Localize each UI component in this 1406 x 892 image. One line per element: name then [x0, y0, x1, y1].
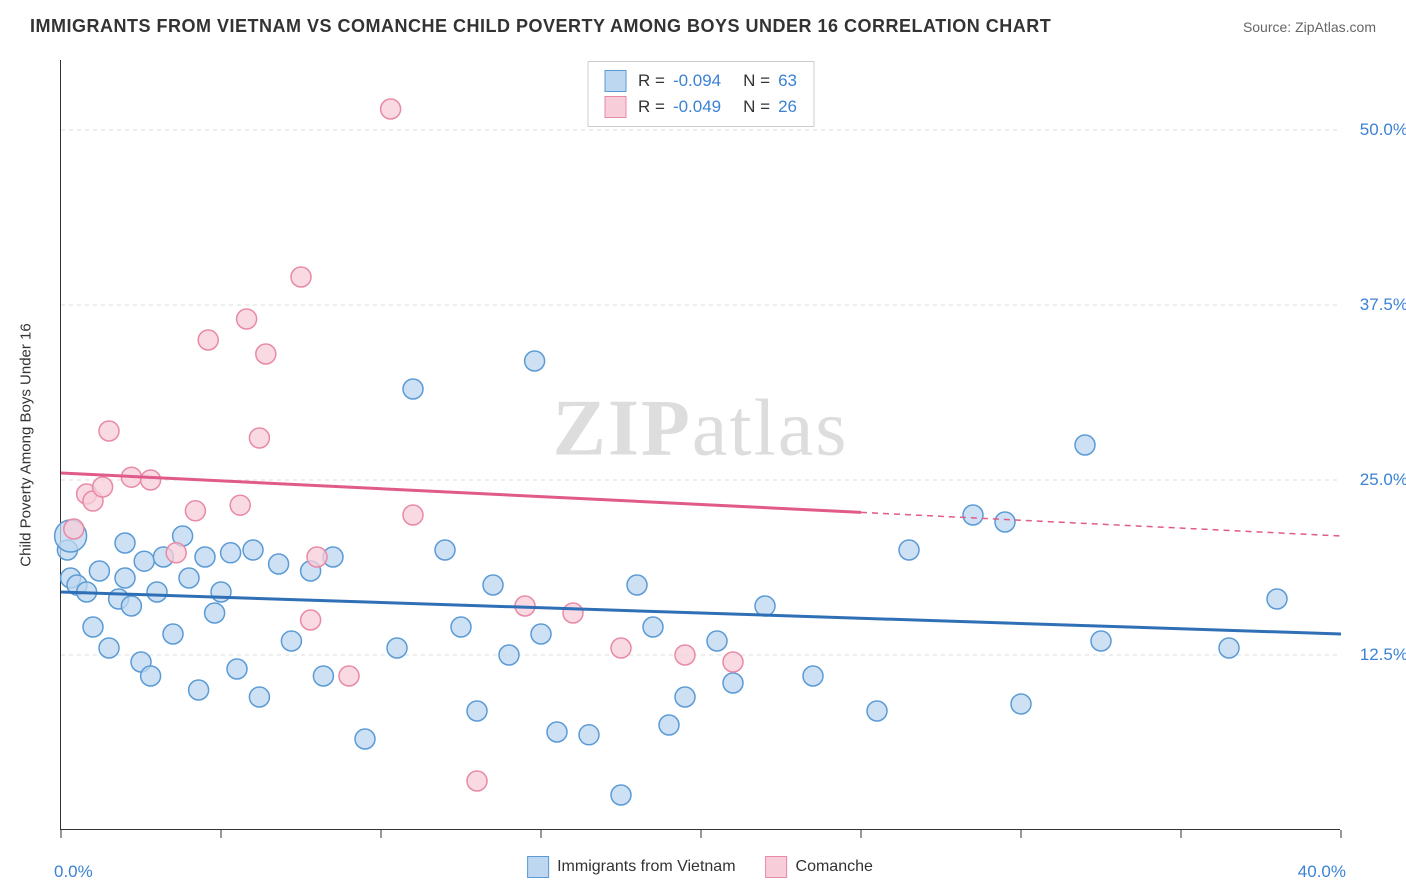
bottom-legend: Immigrants from Vietnam Comanche	[527, 856, 873, 878]
stats-row-series-1: R = -0.049 N = 26	[604, 94, 797, 120]
y-axis-label: Child Poverty Among Boys Under 16	[18, 323, 35, 566]
n-label-1: N =	[743, 97, 770, 117]
stats-row-series-0: R = -0.094 N = 63	[604, 68, 797, 94]
chart-title: IMMIGRANTS FROM VIETNAM VS COMANCHE CHIL…	[30, 16, 1051, 37]
swatch-series-0	[604, 70, 626, 92]
chart-svg	[61, 60, 1341, 830]
legend-item-1: Comanche	[766, 856, 873, 878]
n-label-0: N =	[743, 71, 770, 91]
r-label-0: R =	[638, 71, 665, 91]
legend-swatch-1	[766, 856, 788, 878]
legend-item-0: Immigrants from Vietnam	[527, 856, 735, 878]
r-label-1: R =	[638, 97, 665, 117]
y-tick-label: 12.5%	[1360, 645, 1406, 665]
n-value-0: 63	[778, 71, 797, 91]
x-axis-min-label: 0.0%	[54, 862, 93, 882]
r-value-0: -0.094	[673, 71, 721, 91]
stats-legend: R = -0.094 N = 63 R = -0.049 N = 26	[587, 61, 814, 127]
legend-label-0: Immigrants from Vietnam	[557, 858, 735, 876]
legend-label-1: Comanche	[796, 858, 873, 876]
y-tick-label: 50.0%	[1360, 120, 1406, 140]
plot-area: ZIPatlas R = -0.094 N = 63 R = -0.049 N …	[60, 60, 1340, 830]
y-tick-label: 37.5%	[1360, 295, 1406, 315]
r-value-1: -0.049	[673, 97, 721, 117]
x-axis-max-label: 40.0%	[1298, 862, 1346, 882]
chart-container: Child Poverty Among Boys Under 16 ZIPatl…	[60, 60, 1340, 830]
legend-swatch-0	[527, 856, 549, 878]
n-value-1: 26	[778, 97, 797, 117]
swatch-series-1	[604, 96, 626, 118]
source-attribution: Source: ZipAtlas.com	[1243, 19, 1376, 35]
y-tick-label: 25.0%	[1360, 470, 1406, 490]
